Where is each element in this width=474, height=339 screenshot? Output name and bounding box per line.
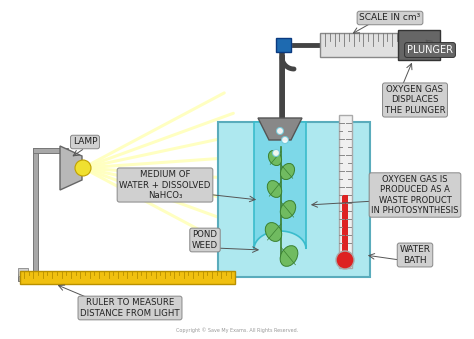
Text: PLUNGER: PLUNGER — [407, 45, 453, 55]
Bar — [320, 33, 406, 57]
Bar — [342, 195, 348, 258]
Circle shape — [276, 127, 283, 135]
Circle shape — [282, 137, 289, 143]
Text: WATER
BATH: WATER BATH — [400, 245, 430, 265]
Circle shape — [273, 149, 280, 157]
Text: LAMP: LAMP — [73, 138, 97, 146]
Text: OXYGEN GAS
DISPLACES
THE PLUNGER: OXYGEN GAS DISPLACES THE PLUNGER — [385, 85, 445, 115]
Text: OXYGEN GAS IS
PRODUCED AS A
WASTE PRODUCT
IN PHOTOSYNTHESIS: OXYGEN GAS IS PRODUCED AS A WASTE PRODUC… — [371, 175, 459, 215]
Bar — [276, 38, 291, 52]
Circle shape — [336, 251, 354, 269]
Ellipse shape — [281, 163, 294, 180]
Bar — [218, 122, 370, 277]
Ellipse shape — [268, 151, 282, 165]
Bar — [20, 271, 235, 284]
Text: POND
WEED: POND WEED — [192, 230, 218, 250]
Polygon shape — [60, 146, 82, 190]
Bar — [33, 148, 38, 275]
Polygon shape — [258, 118, 302, 140]
Bar — [33, 148, 68, 153]
Text: SCALE IN cm³: SCALE IN cm³ — [359, 14, 420, 22]
Ellipse shape — [265, 223, 282, 241]
Text: MEDIUM OF
WATER + DISSOLVED
NaHCO₃: MEDIUM OF WATER + DISSOLVED NaHCO₃ — [119, 170, 210, 200]
Bar — [18, 274, 56, 281]
Ellipse shape — [280, 201, 296, 218]
Text: RULER TO MEASURE
DISTANCE FROM LIGHT: RULER TO MEASURE DISTANCE FROM LIGHT — [80, 298, 180, 318]
Circle shape — [75, 160, 91, 176]
Ellipse shape — [267, 181, 282, 197]
Bar — [18, 268, 28, 276]
Bar — [398, 30, 440, 60]
Ellipse shape — [280, 246, 298, 266]
Text: Copyright © Save My Exams. All Rights Reserved.: Copyright © Save My Exams. All Rights Re… — [176, 327, 298, 333]
Bar — [339, 115, 352, 268]
Polygon shape — [254, 122, 306, 249]
